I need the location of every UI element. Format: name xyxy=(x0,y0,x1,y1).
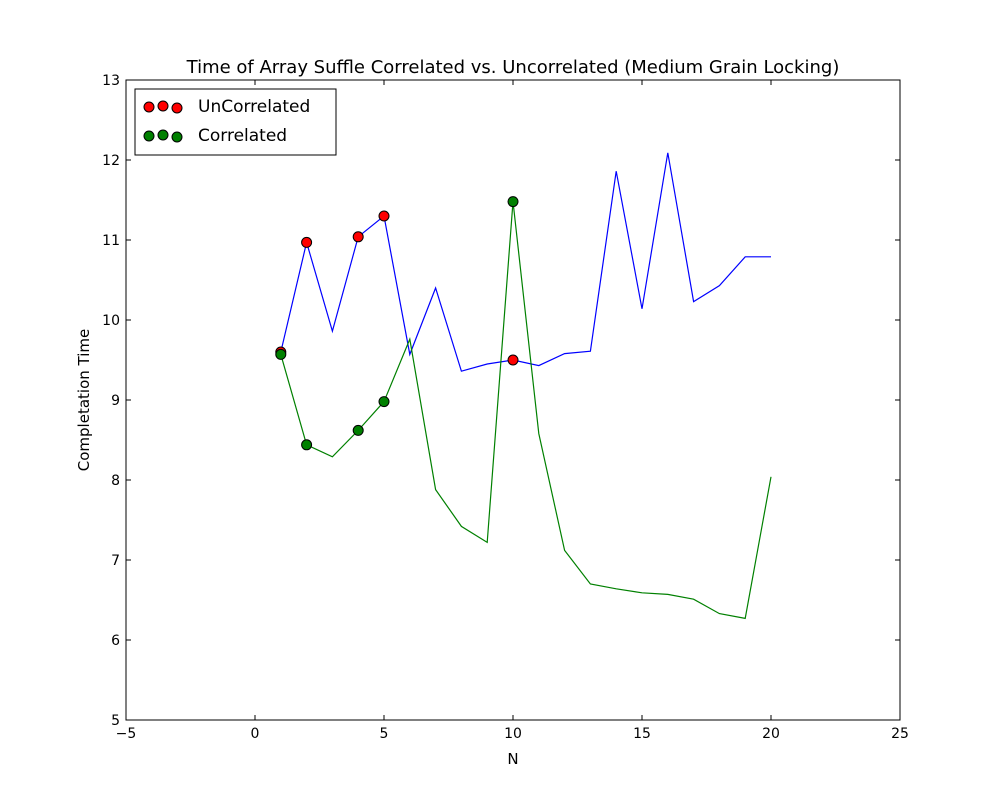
x-tick-label: 15 xyxy=(633,726,651,742)
legend-marker-uncorrelated xyxy=(171,102,183,114)
x-tick-label: 25 xyxy=(891,726,909,742)
data-point-uncorrelated xyxy=(507,354,519,366)
data-point-correlated xyxy=(275,348,287,360)
series-line-correlated xyxy=(280,201,772,620)
y-tick-label: 6 xyxy=(111,633,120,649)
y-tick-label: 11 xyxy=(102,233,120,249)
y-tick-label: 13 xyxy=(102,73,120,89)
y-tick-label: 5 xyxy=(111,713,120,729)
legend-marker-correlated xyxy=(143,130,155,142)
x-axis-label: N xyxy=(507,750,518,768)
legend-items xyxy=(143,100,183,143)
legend-marker-correlated xyxy=(171,131,183,143)
y-tick-label: 10 xyxy=(102,313,120,329)
axis-ticks: −5 0 5 10 15 20 25 5 6 7 8 9 10 11 12 13 xyxy=(102,73,909,742)
legend: UnCorrelated Correlated xyxy=(134,88,337,156)
data-point-uncorrelated xyxy=(352,231,364,243)
y-tick-label: 7 xyxy=(111,553,120,569)
data-point-correlated xyxy=(301,439,313,451)
legend-marker-correlated xyxy=(157,129,169,141)
y-tick-label: 9 xyxy=(111,393,120,409)
data-point-uncorrelated xyxy=(378,210,390,222)
y-axis-label: Completation Time xyxy=(75,329,93,471)
legend-box xyxy=(134,88,337,156)
series-line-uncorrelated xyxy=(280,152,771,372)
x-tick-label: 5 xyxy=(380,726,389,742)
x-tick-label: 20 xyxy=(762,726,780,742)
data-point-correlated xyxy=(378,396,390,408)
legend-marker-uncorrelated xyxy=(143,101,155,113)
legend-label-uncorrelated: UnCorrelated xyxy=(198,97,310,117)
y-tick-label: 12 xyxy=(102,153,120,169)
chart-title: Time of Array Suffle Correlated vs. Unco… xyxy=(186,57,840,78)
legend-label-correlated: Correlated xyxy=(198,126,287,146)
data-point-correlated xyxy=(352,424,364,436)
plot-frame xyxy=(125,79,901,721)
y-tick-label: 8 xyxy=(111,473,120,489)
x-tick-label: 0 xyxy=(251,726,260,742)
x-tick-label: 10 xyxy=(504,726,522,742)
plot-area xyxy=(275,152,772,620)
legend-marker-uncorrelated xyxy=(157,100,169,112)
data-point-correlated xyxy=(507,196,519,208)
x-tick-label: −5 xyxy=(116,726,137,742)
data-point-uncorrelated xyxy=(301,236,313,248)
